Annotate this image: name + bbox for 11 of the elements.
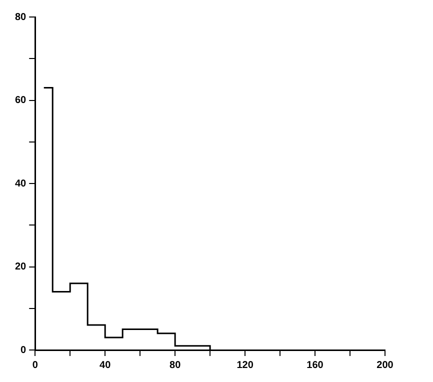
y-tick-label: 20 [15,262,27,272]
x-tick-label: 120 [236,360,254,371]
y-tick-label: 80 [15,12,27,23]
x-tick-label: 200 [376,360,394,371]
x-tick-label: 0 [32,360,38,371]
y-tick-label: 0 [20,344,27,356]
x-tick-label: 80 [170,360,182,371]
x-tick-label: 40 [100,360,112,371]
x-tick-label: 160 [306,360,324,371]
y-tick-label: 40 [15,178,27,190]
y-tick-label: 60 [15,95,27,106]
